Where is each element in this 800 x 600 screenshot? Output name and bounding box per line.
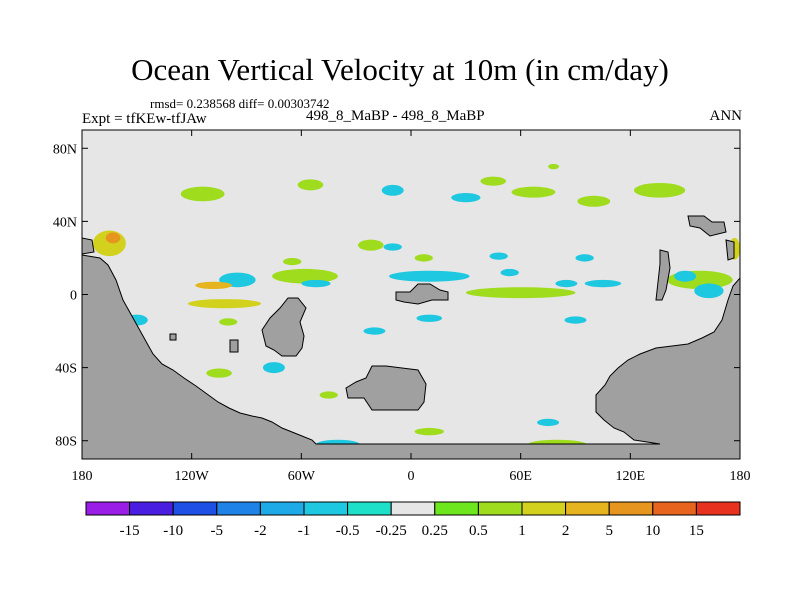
x-tick-label-4: 60E: [509, 469, 532, 484]
contour-blob-26: [674, 270, 697, 282]
land-west-continent: [82, 254, 740, 459]
contour-blob-21: [465, 287, 576, 299]
contour-blob-27: [694, 283, 724, 299]
contour-blob-4: [480, 176, 507, 186]
colorbar-label-11: 5: [605, 523, 613, 539]
contour-blob-20: [500, 268, 519, 277]
contour-blob-16: [383, 243, 402, 251]
colorbar-label-12: 10: [645, 523, 660, 539]
axes: 180 120W 60W 0 60E 120E 180 80N 40N 0 40S 80S: [53, 130, 751, 484]
colorbar-swatch-8: [434, 501, 479, 516]
colorbar-swatch-9: [477, 501, 523, 516]
contour-blob-36: [262, 362, 285, 374]
colorbar-swatch-0: [85, 501, 131, 516]
contour-blob-41: [537, 418, 560, 427]
contour-blob-5: [511, 186, 556, 198]
contour-blob-2: [381, 184, 404, 196]
land-central-block: [261, 297, 307, 357]
y-tick-label-2: 0: [70, 289, 77, 304]
contour-blob-30: [195, 281, 232, 290]
colorbar-swatch-3: [216, 501, 261, 516]
x-tick-label-5: 120E: [616, 469, 646, 484]
colorbar-swatch-1: [129, 501, 174, 516]
land-small-island-2: [169, 333, 177, 341]
contour-blob-1: [297, 179, 324, 191]
contour-blob-19: [489, 252, 508, 260]
land-small-island-1: [229, 339, 239, 353]
colorbar-swatch-13: [652, 501, 697, 516]
colorbar-label-8: 0.5: [469, 523, 488, 539]
contour-blob-29: [188, 299, 262, 309]
colorbar-swatch-5: [303, 501, 349, 516]
contour-blob-13: [301, 279, 331, 288]
colorbar-label-2: -5: [211, 523, 224, 539]
colorbar-label-5: -0.5: [336, 523, 360, 539]
contour-blob-12: [272, 268, 338, 284]
colorbar-swatch-14: [695, 501, 741, 516]
land-south-block: [345, 365, 427, 411]
colorbar-swatch-2: [172, 501, 218, 516]
x-tick-label-2: 60W: [288, 469, 316, 484]
colorbar: -15 -10 -5 -2 -1 -0.5 -0.25 0.25 0.5 1 2 5 10 15: [85, 501, 741, 539]
contour-blob-0: [180, 186, 225, 202]
contour-blob-17: [414, 254, 433, 262]
x-tick-label-3: 0: [408, 469, 415, 484]
land-equatorial-island: [395, 283, 449, 305]
land-east-coast: [725, 239, 735, 261]
land-east-strip: [655, 249, 671, 301]
colorbar-label-3: -2: [254, 523, 267, 539]
y-tick-label-0: 80N: [53, 142, 77, 157]
colorbar-swatch-12: [608, 501, 654, 516]
chart-title: Ocean Vertical Velocity at 10m (in cm/da…: [131, 52, 669, 87]
colorbar-label-4: -1: [298, 523, 311, 539]
contour-blob-10: [105, 232, 121, 244]
x-tick-label-0: 180: [72, 469, 93, 484]
colorbar-swatch-11: [565, 501, 610, 516]
colorbar-label-9: 1: [518, 523, 526, 539]
contour-blob-33: [363, 327, 386, 335]
y-tick-label-1: 40N: [53, 215, 77, 230]
colorbar-label-6: -0.25: [376, 523, 407, 539]
colorbar-label-10: 2: [562, 523, 570, 539]
season-label: ANN: [709, 108, 743, 124]
x-tick-label-1: 120W: [175, 469, 210, 484]
colorbar-swatch-10: [521, 501, 567, 516]
colorbar-label-13: 15: [689, 523, 704, 539]
contour-blob-15: [357, 239, 384, 251]
colorbar-label-7: 0.25: [422, 523, 448, 539]
colorbar-swatch-6: [347, 501, 392, 516]
contour-blob-18: [389, 270, 470, 282]
contour-blob-32: [219, 318, 238, 326]
land-northeast-island: [687, 215, 727, 237]
contour-blob-40: [414, 427, 444, 436]
land-west-coast-notch: [82, 237, 95, 255]
case-label: 498_8_MaBP - 498_8_MaBP: [306, 108, 485, 124]
contour-blob-7: [633, 183, 686, 198]
contour-blob-39: [319, 391, 338, 399]
contour-blob-14: [283, 257, 302, 266]
contour-blob-37: [206, 368, 232, 378]
contour-blob-23: [575, 254, 594, 262]
x-tick-label-6: 180: [730, 469, 751, 484]
contour-blob-35: [564, 316, 587, 324]
contour-blob-34: [416, 314, 443, 322]
colorbar-label-1: -10: [163, 523, 183, 539]
colorbar-label-0: -15: [120, 523, 140, 539]
contour-blob-24: [584, 279, 622, 288]
colorbar-swatch-4: [259, 501, 305, 516]
stats-text: rmsd= 0.238568 diff= 0.00303742: [150, 96, 330, 111]
contour-fills: [92, 163, 740, 452]
y-tick-label-3: 40S: [55, 362, 77, 377]
y-tick-label-4: 80S: [55, 435, 77, 450]
contour-blob-22: [555, 279, 578, 288]
contour-blob-8: [548, 163, 560, 170]
land-mask: [82, 215, 740, 459]
colorbar-swatch-7: [390, 501, 436, 516]
experiment-label: Expt = tfKEw-tfJAw: [82, 111, 207, 127]
contour-blob-6: [577, 195, 611, 207]
contour-blob-3: [451, 193, 481, 203]
